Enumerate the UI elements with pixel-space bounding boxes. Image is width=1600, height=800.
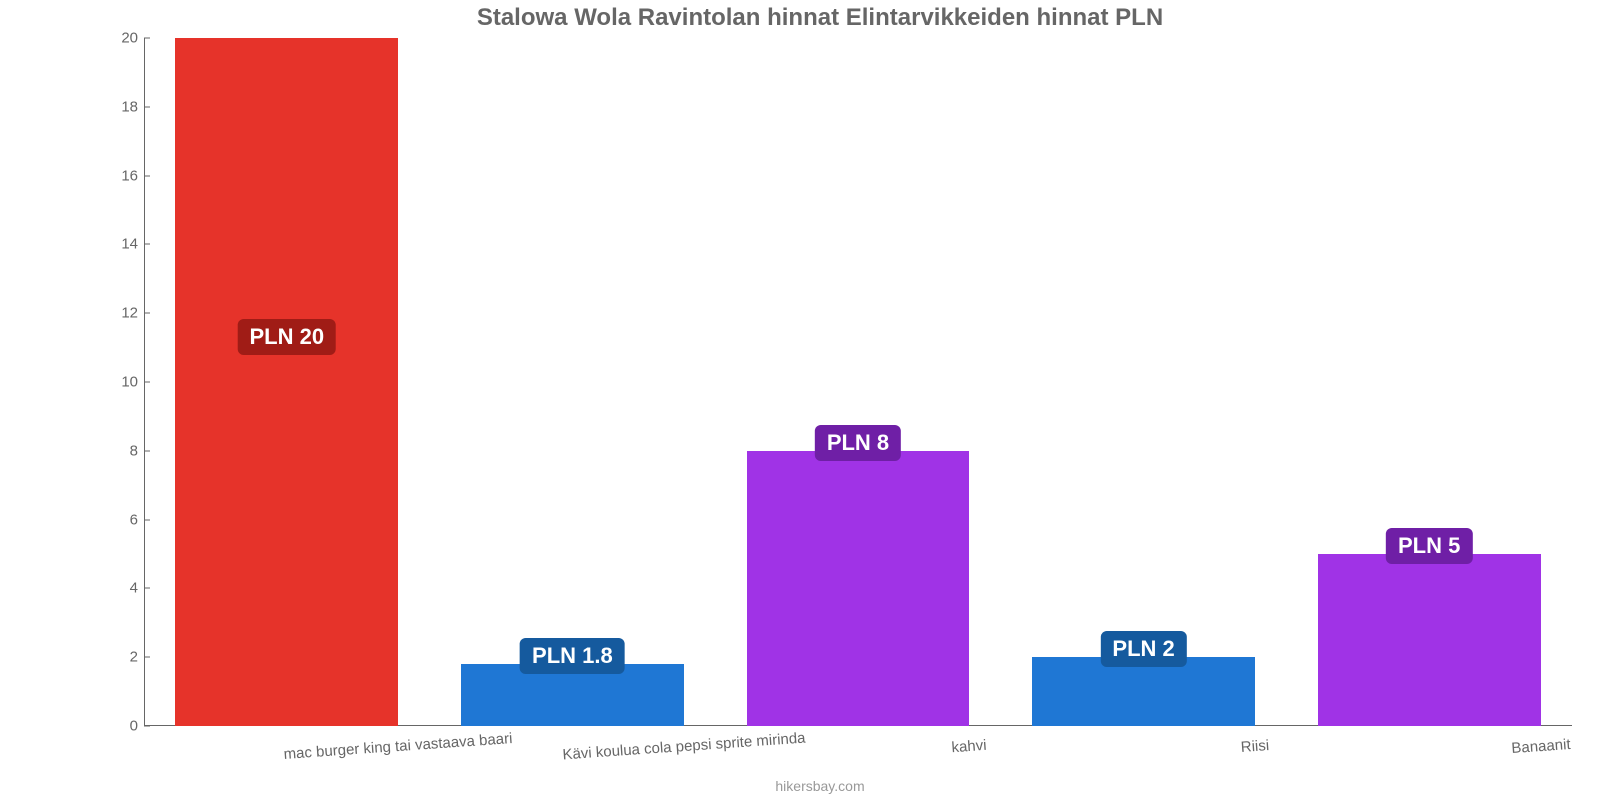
y-tick-label: 18 <box>121 98 138 115</box>
value-badge: PLN 20 <box>238 319 337 355</box>
y-tick-label: 10 <box>121 374 138 391</box>
x-tick-label: Kävi koulua cola pepsi sprite mirinda <box>562 730 806 764</box>
y-tick-label: 16 <box>121 167 138 184</box>
bar <box>1318 554 1541 726</box>
y-axis-line <box>144 38 145 726</box>
value-badge: PLN 2 <box>1100 631 1186 667</box>
y-tick-label: 2 <box>130 649 138 666</box>
y-axis: 02468101214161820 <box>104 38 144 726</box>
x-tick-label: Banaanit <box>1510 736 1570 757</box>
bar-chart: Stalowa Wola Ravintolan hinnat Elintarvi… <box>60 0 1580 800</box>
value-badge: PLN 1.8 <box>520 638 625 674</box>
plot: 02468101214161820 PLN 20mac burger king … <box>104 38 1572 726</box>
bar <box>747 451 970 726</box>
y-tick-label: 14 <box>121 236 138 253</box>
y-tick-label: 0 <box>130 718 138 735</box>
plot-area: PLN 20mac burger king tai vastaava baari… <box>144 38 1572 726</box>
x-tick-label: kahvi <box>951 737 987 756</box>
value-badge: PLN 5 <box>1386 528 1472 564</box>
y-tick-label: 4 <box>130 580 138 597</box>
x-tick-label: Riisi <box>1240 737 1269 756</box>
y-tick-label: 20 <box>121 30 138 47</box>
y-tick-label: 12 <box>121 305 138 322</box>
bar <box>1032 657 1255 726</box>
x-tick-label: mac burger king tai vastaava baari <box>283 730 513 763</box>
y-tick-label: 8 <box>130 442 138 459</box>
attribution-text: hikersbay.com <box>60 778 1580 794</box>
value-badge: PLN 8 <box>815 425 901 461</box>
y-tick-label: 6 <box>130 511 138 528</box>
bar <box>175 38 398 726</box>
chart-title: Stalowa Wola Ravintolan hinnat Elintarvi… <box>60 0 1580 36</box>
